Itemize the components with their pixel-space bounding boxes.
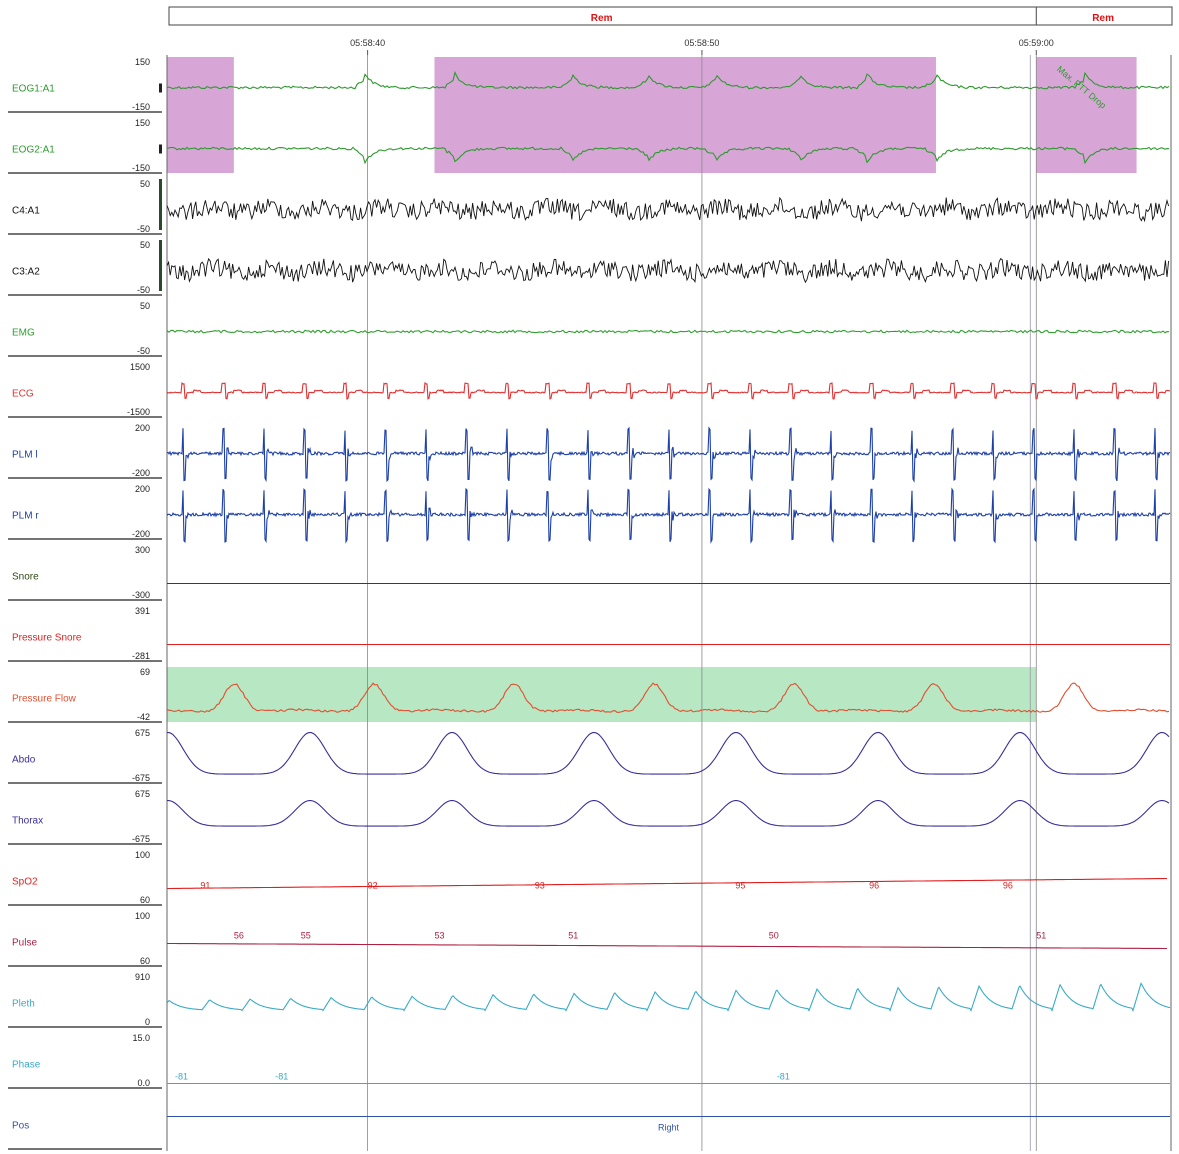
flow-event-region	[167, 667, 1037, 722]
channel-trace	[167, 732, 1170, 775]
channel-scale-max: 391	[135, 606, 150, 616]
channel-label: C3:A2	[12, 267, 40, 278]
channel-scale-min: -50	[137, 224, 150, 234]
calibration-bar	[159, 83, 162, 93]
spo2-value: 96	[1003, 881, 1013, 891]
channel-scale-max: 675	[135, 789, 150, 799]
channel-scale-min: -281	[132, 651, 150, 661]
channel-label: EOG1:A1	[12, 84, 55, 95]
channel-scale-max: 200	[135, 484, 150, 494]
channel-label: Pressure Flow	[12, 694, 77, 705]
channel-scale-max: 910	[135, 972, 150, 982]
channel-scale-max: 100	[135, 850, 150, 860]
stage-label: Rem	[591, 13, 613, 24]
channel-label: EOG2:A1	[12, 145, 55, 156]
channel-trace	[166, 329, 1170, 334]
channel-scale-max: 69	[140, 667, 150, 677]
channel-label: Snore	[12, 572, 39, 583]
phase-value: -81	[175, 1072, 188, 1082]
channel-trace	[166, 257, 1170, 284]
time-tick-label: 05:58:40	[350, 38, 385, 48]
eye-movement-region	[167, 57, 234, 173]
channel-trace	[167, 877, 1168, 890]
channel-scale-max: 100	[135, 911, 150, 921]
channel-scale-max: 50	[140, 301, 150, 311]
spo2-value: 92	[368, 881, 378, 891]
channel-scale-min: -675	[132, 834, 150, 844]
time-tick-label: 05:59:00	[1019, 38, 1054, 48]
channel-label: EMG	[12, 328, 35, 339]
stage-bar	[168, 6, 1173, 26]
channel-label: PLM r	[12, 511, 39, 522]
channel-label: Phase	[12, 1060, 41, 1071]
channel-label: ECG	[12, 389, 34, 400]
channel-trace	[166, 487, 1171, 544]
pulse-value: 50	[769, 931, 779, 941]
channel-scale-min: -675	[132, 773, 150, 783]
channel-scale-min: -200	[132, 529, 150, 539]
channel-label: Thorax	[12, 816, 43, 827]
channel-scale-min: 0	[145, 1017, 150, 1027]
pulse-value: 51	[568, 931, 578, 941]
pulse-value: 51	[1036, 931, 1046, 941]
eye-movement-region	[1036, 57, 1137, 173]
pulse-value: 55	[301, 931, 311, 941]
channel-label: Abdo	[12, 755, 36, 766]
channel-scale-max: 150	[135, 118, 150, 128]
channel-scale-min: -150	[132, 163, 150, 173]
channel-scale-min: 60	[140, 895, 150, 905]
stage-label: Rem	[1092, 13, 1114, 24]
channel-trace	[166, 982, 1171, 1013]
calibration-bar	[159, 240, 162, 291]
channel-scale-min: -42	[137, 712, 150, 722]
channel-scale-min: 60	[140, 956, 150, 966]
channel-trace	[167, 800, 1170, 827]
channel-trace	[166, 682, 1170, 713]
channel-trace	[166, 426, 1171, 483]
channel-scale-min: -1500	[127, 407, 150, 417]
channel-scale-min: -200	[132, 468, 150, 478]
channel-label: Pulse	[12, 938, 37, 949]
channel-label: PLM l	[12, 450, 38, 461]
phase-value: -81	[275, 1072, 288, 1082]
eye-movement-region	[434, 57, 936, 173]
channel-label: Pressure Snore	[12, 633, 82, 644]
channel-scale-max: 675	[135, 728, 150, 738]
channel-label: SpO2	[12, 877, 38, 888]
channel-trace	[166, 70, 1170, 90]
channel-label: Pleth	[12, 999, 35, 1010]
channel-scale-max: 200	[135, 423, 150, 433]
spo2-value: 93	[535, 881, 545, 891]
channel-label: Pos	[12, 1121, 29, 1132]
channel-scale-min: 0.0	[137, 1078, 150, 1088]
channel-scale-min: -50	[137, 285, 150, 295]
spo2-value: 95	[735, 881, 745, 891]
channel-trace	[167, 146, 1170, 165]
channel-scale-max: 300	[135, 545, 150, 555]
spo2-value: 96	[869, 881, 879, 891]
channel-trace	[166, 381, 1171, 400]
calibration-bar	[159, 179, 162, 230]
channel-trace	[167, 942, 1167, 950]
channel-scale-min: -300	[132, 590, 150, 600]
spo2-value: 91	[200, 881, 210, 891]
channel-scale-min: -150	[132, 102, 150, 112]
channel-scale-max: 15.0	[132, 1033, 150, 1043]
channel-scale-min: -50	[137, 346, 150, 356]
channel-trace	[166, 196, 1170, 223]
calibration-bar	[159, 144, 162, 154]
channel-scale-max: 50	[140, 240, 150, 250]
phase-value: -81	[777, 1072, 790, 1082]
time-tick-label: 05:58:50	[684, 38, 719, 48]
pulse-value: 53	[434, 931, 444, 941]
pulse-value: 56	[234, 931, 244, 941]
channel-scale-max: 150	[135, 57, 150, 67]
channel-label: C4:A1	[12, 206, 40, 217]
channel-scale-max: 50	[140, 179, 150, 189]
channel-scale-max: 1500	[130, 362, 150, 372]
position-value: Right	[658, 1123, 680, 1133]
